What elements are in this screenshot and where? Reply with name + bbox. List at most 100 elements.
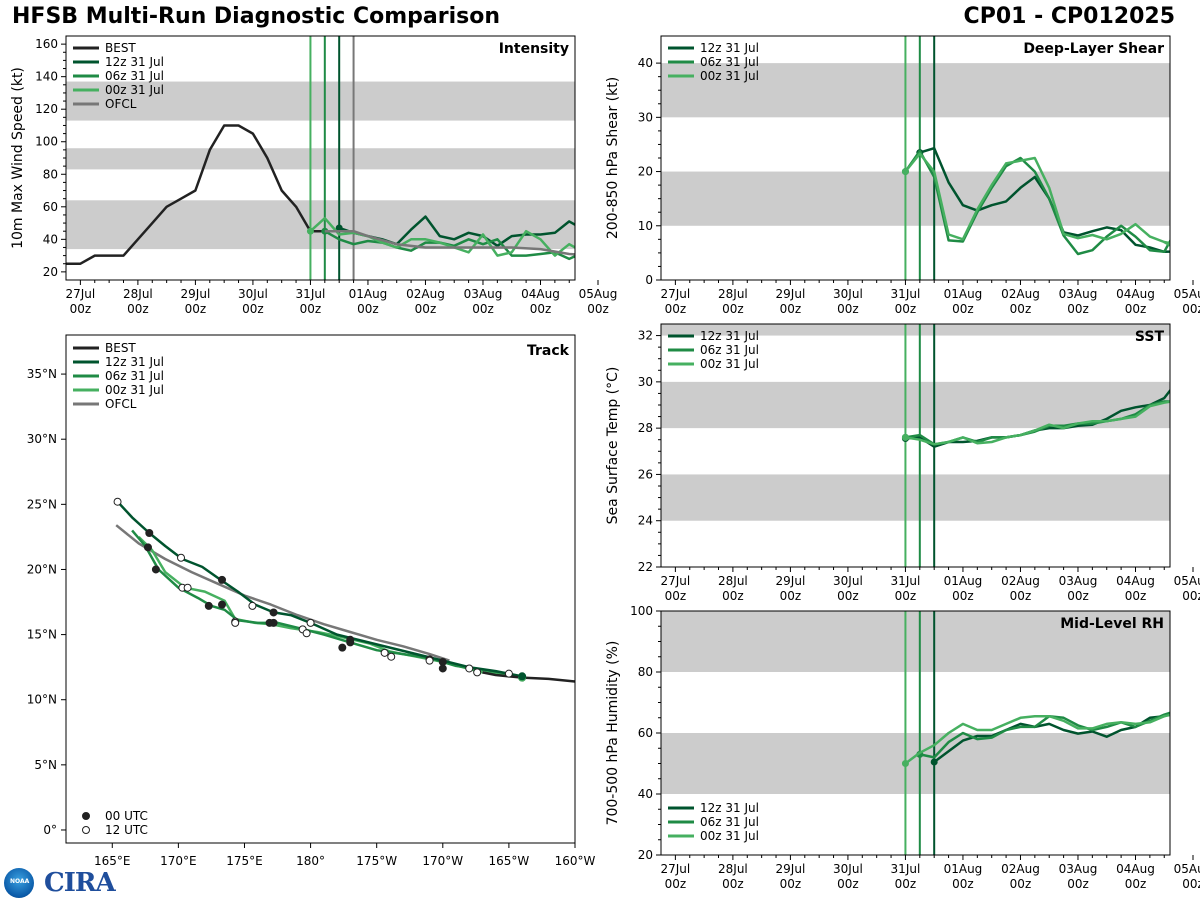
series-line-ofcl [324,229,575,256]
shaded-band [661,474,1170,521]
track-marker-12utc [380,648,389,657]
series-line-run00 [309,216,575,257]
x-tick-label-hour: 00z [665,589,687,603]
y-tick-label: 10 [638,219,653,233]
series-line-run06-tail [1179,184,1200,226]
legend-label: 06z 31 Jul [105,69,164,83]
x-tick-label-hour: 00z [722,302,744,316]
track-marker-00utc [338,643,347,652]
x-tick-label-date: 01Aug [349,287,388,301]
y-tick-label: 40 [43,232,58,246]
x-tick-label-date: 29Jul [776,862,806,876]
x-tick-label-date: 05Aug [1174,862,1200,876]
shaded-band [661,171,1170,226]
x-tick-label-date: 29Jul [181,287,211,301]
x-tick-label-date: 05Aug [1174,287,1200,301]
x-tick-label-hour: 00z [1182,302,1200,316]
track-line-run12 [116,500,523,678]
x-tick-label-hour: 00z [780,589,802,603]
y-tick-label: 100 [630,604,653,618]
x-tick-label-hour: 00z [1010,302,1032,316]
x-tick-label-date: 03Aug [1059,574,1098,588]
track-start-point-run12 [518,672,527,681]
panel-title: Intensity [499,41,569,57]
y-axis-label: 200-850 hPa Shear (kt) [605,77,621,239]
x-tick-label-date: 31Jul [891,862,921,876]
y-tick-label: 32 [638,329,653,343]
shaded-band [661,63,1170,118]
x-tick-label-hour: 00z [722,877,744,891]
x-tick-label-date: 30Jul [238,287,268,301]
storm-id: CP01 - CP012025 [963,4,1175,29]
y-tick-label: 60 [638,726,653,740]
track-marker-12utc [231,618,240,627]
track-marker-00utc [269,618,278,627]
x-tick-label: 165°W [489,854,530,868]
series-line-run12 [905,388,1170,448]
x-tick-label-date: 27Jul [661,287,691,301]
x-tick-label-date: 29Jul [776,287,806,301]
series-line-run00 [904,152,1170,245]
track-marker-00utc [218,600,227,609]
x-tick-label-hour: 00z [952,877,974,891]
series-line-run00 [905,400,1170,446]
x-tick-label-hour: 00z [1010,589,1032,603]
y-tick-label: 30°N [27,432,57,446]
x-tick-label-hour: 00z [1125,589,1147,603]
series-start-point-run00 [901,760,909,767]
x-tick-label-hour: 00z [185,302,207,316]
y-tick-label: 24 [638,514,653,528]
legend-label: 00 UTC [105,809,148,823]
y-tick-label: 20 [638,848,653,862]
x-tick-label-hour: 00z [587,302,609,316]
legend-label: 00z 31 Jul [105,383,164,397]
x-tick-label-date: 27Jul [661,862,691,876]
legend-marker-filled [82,812,90,820]
x-tick-label-hour: 00z [895,302,917,316]
noaa-seal-icon: NOAA [4,868,34,898]
x-tick-label-hour: 00z [665,302,687,316]
y-tick-label: 20 [638,165,653,179]
x-tick-label-date: 29Jul [776,574,806,588]
y-tick-label: 40 [638,787,653,801]
x-tick-label-hour: 00z [837,877,859,891]
x-tick-label-hour: 00z [242,302,264,316]
panel-frame [660,323,1171,568]
legend-label: 00z 31 Jul [700,829,759,843]
legend-label: 12z 31 Jul [105,355,164,369]
track-plot-area [113,497,575,683]
x-tick-label-date: 02Aug [1001,287,1040,301]
panel-plot-area [661,324,1170,567]
series-start-point-run00 [306,227,314,235]
shaded-band [661,324,1170,336]
x-tick-label-date: 04Aug [521,287,560,301]
track-line-run06 [131,529,523,679]
y-tick-label: 22 [638,560,653,574]
legend-label: OFCL [105,397,137,411]
x-tick-label-date: 31Jul [891,287,921,301]
legend-label: 00z 31 Jul [105,83,164,97]
cira-logo-text: CIRA [44,868,116,898]
noaa-seal-text: NOAA [10,878,30,885]
track-line-run00 [137,536,523,679]
y-tick-label: 28 [638,421,653,435]
legend-label: 12 UTC [105,823,148,837]
x-tick-label-date: 30Jul [833,862,863,876]
y-tick-label: 30 [638,375,653,389]
legend-label: BEST [105,41,136,55]
x-tick-label-hour: 00z [415,302,437,316]
y-tick-label: 60 [43,200,58,214]
panel-sst: 22242628303227Jul00z28Jul00z29Jul00z30Ju… [605,323,1200,603]
y-tick-label: 35°N [27,367,57,381]
legend-label: 00z 31 Jul [700,357,759,371]
shaded-band [66,148,575,170]
x-tick-label-date: 31Jul [296,287,326,301]
x-tick-label-hour: 00z [837,302,859,316]
panel-title: SST [1135,329,1165,345]
track-marker-12utc [473,668,482,677]
x-tick-label-date: 28Jul [123,287,153,301]
x-tick-label: 175°E [226,854,263,868]
shaded-band [661,611,1170,672]
track-marker-00utc [145,528,154,537]
x-tick-label-hour: 00z [780,877,802,891]
